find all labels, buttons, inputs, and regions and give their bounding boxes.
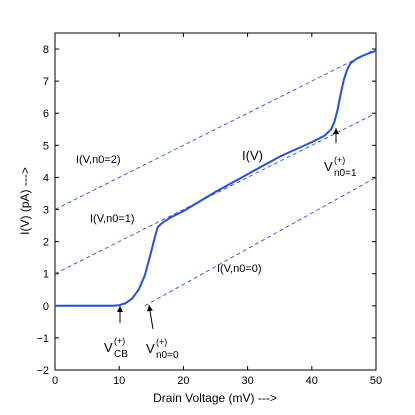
svg-text:n0=0: n0=0 <box>156 350 179 361</box>
svg-text:(+): (+) <box>114 336 125 346</box>
annotation-arrows <box>117 128 339 330</box>
y-tick-label: −2 <box>36 365 49 377</box>
axis-ticks: 0 10 20 30 40 50 −2 −1 0 1 2 3 4 5 6 7 8 <box>36 33 382 387</box>
plot-area <box>54 32 377 371</box>
x-tick-label: 10 <box>113 375 125 387</box>
annotation-labels: I(V,n0=2)I(V,n0=1)I(V,n0=0)I(V)V (+)CB V (+… <box>76 148 357 361</box>
annotation-vn01: V (+) n0=1 <box>324 155 357 179</box>
arrow-vn00 <box>147 304 154 330</box>
y-tick-label: −1 <box>36 333 49 345</box>
x-tick-label: 50 <box>370 375 382 387</box>
y-tick-label: 5 <box>43 140 49 152</box>
y-tick-label: 0 <box>43 301 49 313</box>
y-tick-label: 4 <box>43 172 49 184</box>
series-group <box>54 48 377 307</box>
x-tick-label: 40 <box>306 375 318 387</box>
svg-text:(+): (+) <box>156 337 167 347</box>
svg-text:(+): (+) <box>334 155 345 165</box>
svg-text:V: V <box>104 340 113 355</box>
svg-text:CB: CB <box>114 349 128 360</box>
series-line-i-v- <box>55 49 377 307</box>
x-tick-label: 0 <box>52 375 58 387</box>
svg-text:V: V <box>146 341 155 356</box>
annotation-lbl_n02: I(V,n0=2) <box>76 154 121 166</box>
y-axis-title: I(V) (pA) ---> <box>18 167 32 235</box>
annotation-lbl_iv: I(V) <box>242 148 263 163</box>
annotation-lbl_n00: I(V,n0=0) <box>217 263 262 275</box>
y-tick-label: 2 <box>43 237 49 249</box>
series-line-i-v-n0-1- <box>54 112 377 275</box>
arrow-vcb <box>117 306 123 323</box>
series-line-i-v-n0-0- <box>144 177 377 307</box>
y-tick-label: 1 <box>43 269 49 281</box>
svg-text:V: V <box>324 159 333 174</box>
annotation-vn00: V (+) n0=0 <box>146 337 179 361</box>
x-tick-label: 20 <box>177 375 189 387</box>
series-line-i-v-n0-2- <box>54 48 377 210</box>
arrow-vn01 <box>333 128 339 143</box>
svg-text:n0=1: n0=1 <box>334 168 357 179</box>
y-tick-label: 6 <box>43 108 49 120</box>
y-tick-label: 8 <box>43 44 49 56</box>
x-axis-title: Drain Voltage (mV) ---> <box>153 391 277 405</box>
annotation-vcb: V (+) CB <box>104 336 128 360</box>
y-tick-label: 7 <box>43 76 49 88</box>
y-tick-label: 3 <box>43 205 49 217</box>
annotation-lbl_n01: I(V,n0=1) <box>90 213 135 225</box>
x-tick-label: 30 <box>241 375 253 387</box>
